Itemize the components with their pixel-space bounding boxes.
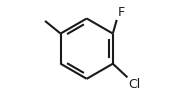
Text: F: F bbox=[118, 6, 125, 19]
Text: Cl: Cl bbox=[128, 78, 141, 91]
